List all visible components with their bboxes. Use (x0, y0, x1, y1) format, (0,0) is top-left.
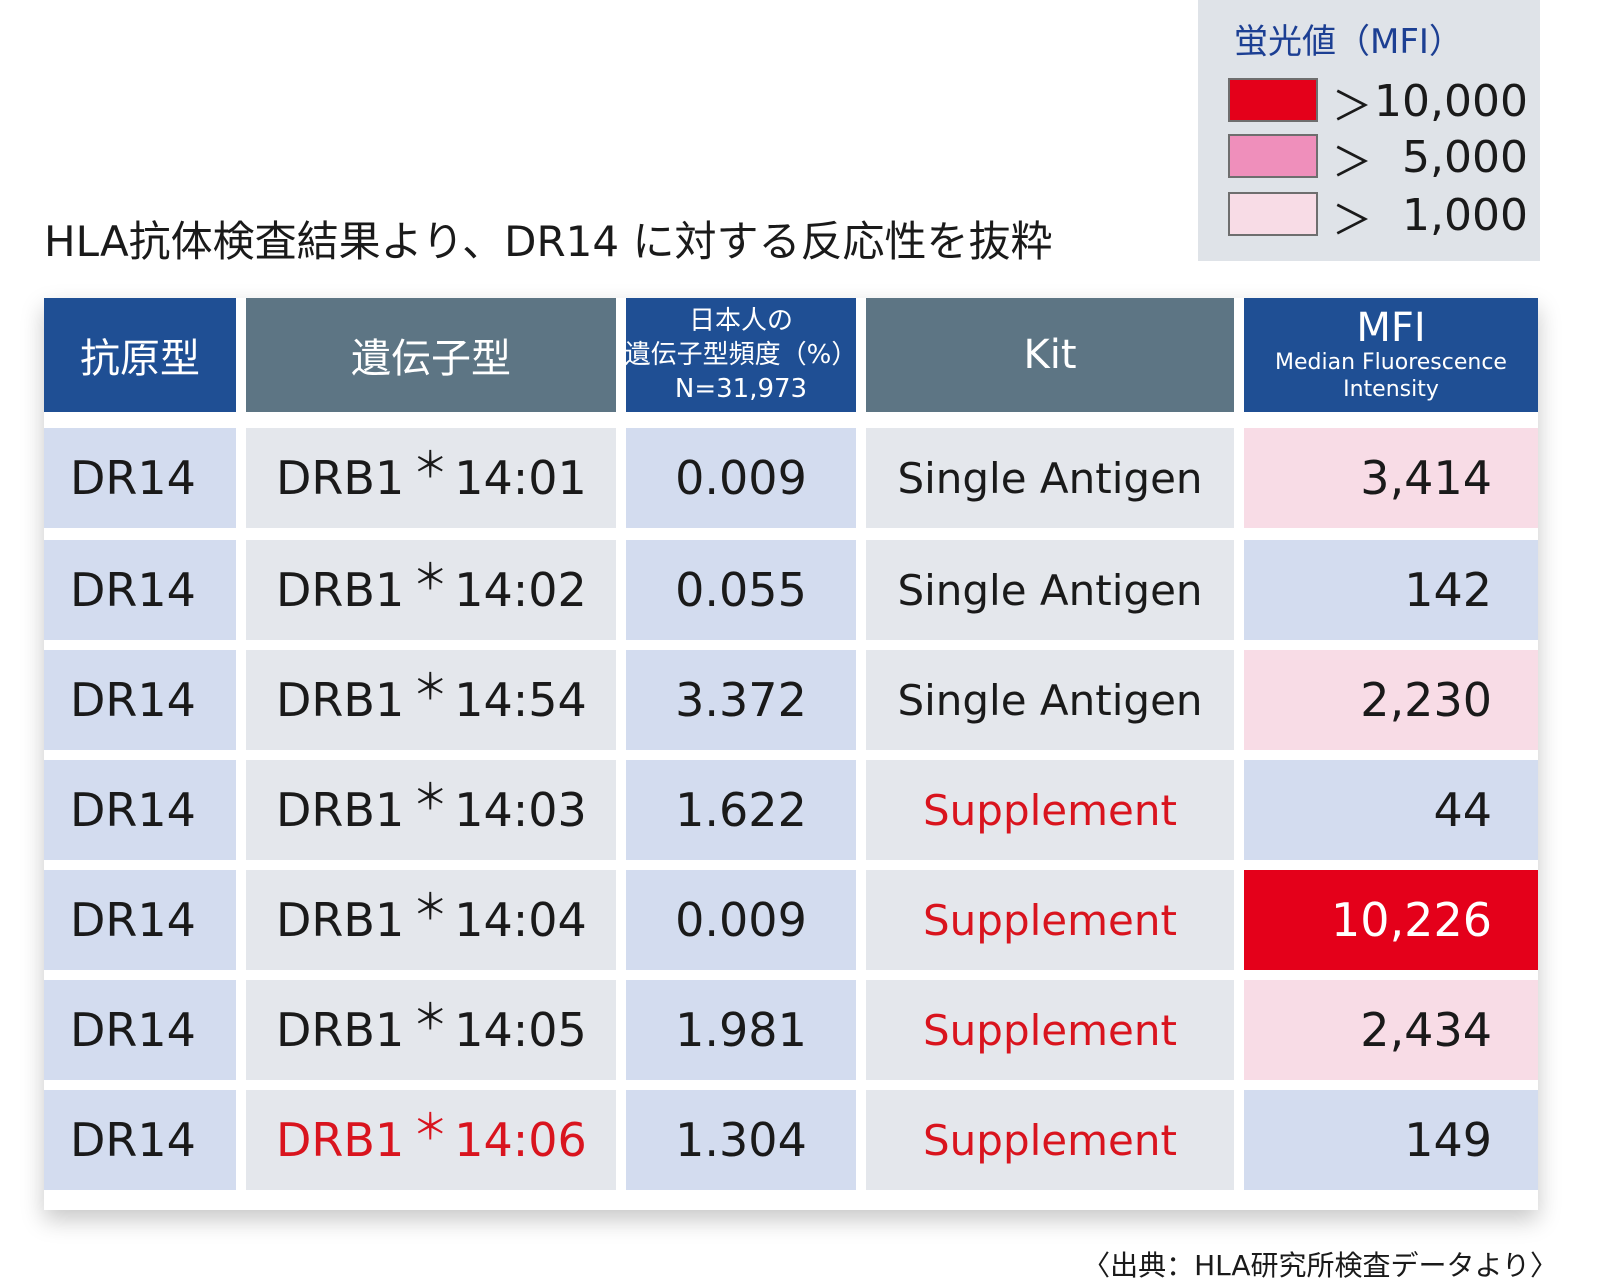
cell-frequency: 3.372 (626, 650, 856, 750)
cell-frequency: 1.622 (626, 760, 856, 860)
cell-antigen: DR14 (44, 650, 236, 750)
results-table: 抗原型 遺伝子型 日本人の 遺伝子型頻度（%） N=31,973 Kit MFI… (44, 298, 1538, 1210)
cell-antigen: DR14 (44, 540, 236, 640)
cell-frequency: 1.304 (626, 1090, 856, 1190)
cell-gene: DRB1 ＊ 14:05 (246, 980, 616, 1080)
gene-suffix: 14:03 (454, 783, 587, 837)
source-note: 〈出典：HLA研究所検査データより〉 (1082, 1249, 1558, 1280)
cell-frequency: 0.009 (626, 870, 856, 970)
cell-antigen: DR14 (44, 870, 236, 970)
asterisk-symbol: ＊ (412, 667, 449, 708)
header-antigen: 抗原型 (44, 298, 236, 412)
cell-mfi: 10,226 (1244, 870, 1538, 970)
gene-prefix: DRB1 (276, 783, 405, 837)
cell-antigen: DR14 (44, 1090, 236, 1190)
gene-prefix: DRB1 (276, 893, 405, 947)
asterisk-symbol: ＊ (412, 557, 449, 598)
legend: 蛍光値（MFI） ＞ 10,000 ＞ 5,000 ＞ 1,000 (1198, 0, 1540, 261)
gene-prefix: DRB1 (276, 451, 405, 505)
gene-prefix: DRB1 (276, 1113, 405, 1167)
legend-item-10000: ＞ 10,000 (1228, 76, 1528, 130)
legend-swatch-red (1228, 78, 1318, 122)
cell-kit: Supplement (866, 1090, 1234, 1190)
gene-suffix: 14:05 (454, 1003, 587, 1057)
cell-kit: Single Antigen (866, 650, 1234, 750)
asterisk-symbol: ＊ (412, 777, 449, 818)
legend-swatch-mid-pink (1228, 134, 1318, 178)
cell-mfi: 3,414 (1244, 428, 1538, 528)
legend-value: 10,000 (1374, 76, 1528, 127)
cell-kit: Supplement (866, 760, 1234, 860)
cell-kit: Single Antigen (866, 540, 1234, 640)
header-mfi-title: MFI (1356, 305, 1426, 351)
header-frequency-line2: 遺伝子型頻度（%） (626, 340, 856, 370)
page-title: HLA抗体検査結果より、DR14 に対する反応性を抜粋 (44, 217, 1053, 266)
legend-arrow: ＞ (1332, 140, 1372, 186)
header-frequency: 日本人の 遺伝子型頻度（%） N=31,973 (626, 298, 856, 412)
cell-kit: Supplement (866, 870, 1234, 970)
cell-kit: Supplement (866, 980, 1234, 1080)
cell-frequency: 1.981 (626, 980, 856, 1080)
cell-gene: DRB1 ＊ 14:54 (246, 650, 616, 750)
cell-kit: Single Antigen (866, 428, 1234, 528)
legend-arrow: ＞ (1332, 198, 1372, 244)
cell-frequency: 0.009 (626, 428, 856, 528)
legend-value: 5,000 (1402, 132, 1528, 183)
cell-gene: DRB1 ＊ 14:02 (246, 540, 616, 640)
asterisk-symbol: ＊ (412, 445, 449, 486)
cell-antigen: DR14 (44, 980, 236, 1080)
gene-prefix: DRB1 (276, 1003, 405, 1057)
header-gene: 遺伝子型 (246, 298, 616, 412)
cell-frequency: 0.055 (626, 540, 856, 640)
gene-suffix: 14:01 (454, 451, 587, 505)
cell-mfi: 142 (1244, 540, 1538, 640)
cell-antigen: DR14 (44, 760, 236, 860)
cell-antigen: DR14 (44, 428, 236, 528)
asterisk-symbol: ＊ (412, 887, 449, 928)
header-mfi-sub2: Intensity (1343, 377, 1439, 402)
cell-gene: DRB1 ＊ 14:01 (246, 428, 616, 528)
cell-mfi: 2,434 (1244, 980, 1538, 1080)
gene-suffix: 14:04 (454, 893, 587, 947)
legend-item-5000: ＞ 5,000 (1228, 132, 1528, 186)
cell-mfi: 44 (1244, 760, 1538, 860)
legend-title: 蛍光値（MFI） (1234, 22, 1463, 62)
cell-gene: DRB1 ＊ 14:06 (246, 1090, 616, 1190)
gene-prefix: DRB1 (276, 673, 405, 727)
asterisk-symbol: ＊ (412, 997, 449, 1038)
gene-suffix: 14:02 (454, 563, 587, 617)
legend-item-1000: ＞ 1,000 (1228, 190, 1528, 244)
gene-suffix: 14:06 (454, 1113, 587, 1167)
header-frequency-line1: 日本人の (688, 306, 793, 336)
legend-value: 1,000 (1402, 190, 1528, 241)
cell-mfi: 149 (1244, 1090, 1538, 1190)
legend-arrow: ＞ (1332, 84, 1372, 130)
gene-prefix: DRB1 (276, 563, 405, 617)
header-kit: Kit (866, 298, 1234, 412)
header-mfi: MFI Median Fluorescence Intensity (1244, 298, 1538, 412)
asterisk-symbol: ＊ (412, 1107, 449, 1148)
gene-suffix: 14:54 (454, 673, 587, 727)
header-frequency-line3: N=31,973 (674, 374, 808, 404)
legend-swatch-light-pink (1228, 192, 1318, 236)
cell-gene: DRB1 ＊ 14:04 (246, 870, 616, 970)
cell-gene: DRB1 ＊ 14:03 (246, 760, 616, 860)
cell-mfi: 2,230 (1244, 650, 1538, 750)
header-mfi-sub1: Median Fluorescence (1275, 350, 1507, 375)
